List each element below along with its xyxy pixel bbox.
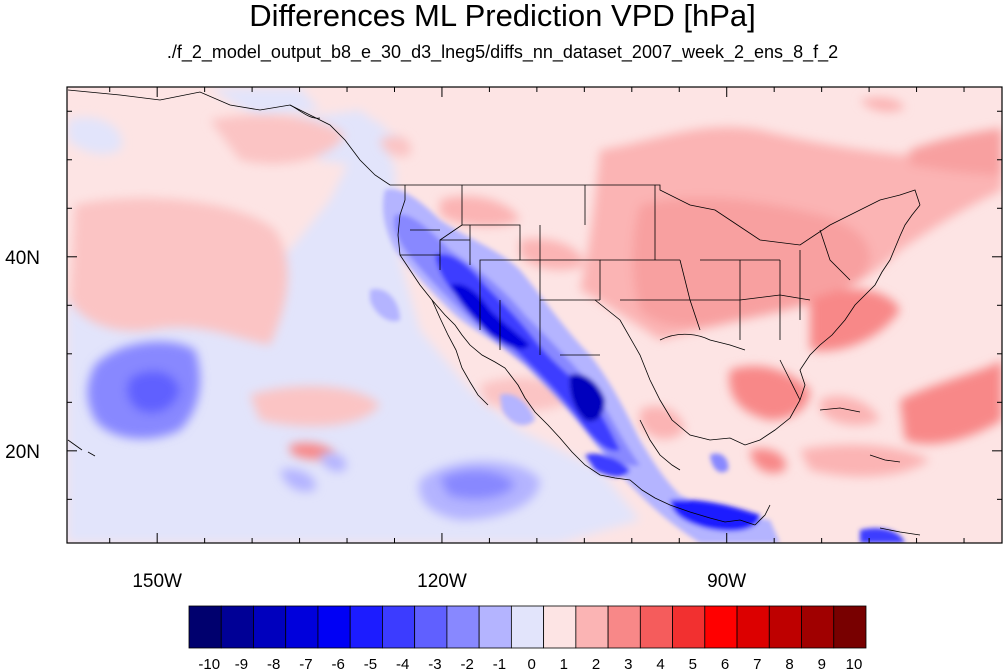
vpd-difference-field [67, 87, 1002, 543]
map-frame [66, 86, 1003, 544]
eastern-pink-regions [290, 97, 1002, 477]
coastlines-and-borders [67, 89, 921, 536]
colorbar-label: 2 [592, 656, 600, 672]
colorbar-label: 6 [721, 656, 729, 672]
colorbar-swatch [478, 605, 512, 649]
colorbar-label: -5 [364, 656, 377, 672]
colorbar-swatch [672, 605, 706, 649]
colorbar-swatch [575, 605, 609, 649]
y-tick-label: 20N [5, 442, 40, 463]
colorbar [188, 605, 867, 649]
colorbar-label: 9 [818, 656, 826, 672]
colorbar-swatch [607, 605, 641, 649]
western-blue-band [370, 189, 905, 543]
colorbar-labels: -10 -9 -8 -7 -6 -5 -4 -3 -2 -1 0 1 2 3 4 5 6 7 8 9 10 [198, 656, 862, 672]
plot-subtitle: ./f_2_model_output_b8_e_30_d3_lneg5/diff… [166, 42, 839, 62]
colorbar-swatch [704, 605, 738, 649]
colorbar-swatch [317, 605, 351, 649]
colorbar-label: 0 [527, 656, 535, 672]
colorbar-swatch [188, 605, 222, 649]
colorbar-swatch [446, 605, 480, 649]
x-tick-label: 120W [417, 571, 467, 592]
colorbar-label: -7 [299, 656, 312, 672]
plot-title: Differences ML Prediction VPD [hPa] [249, 0, 756, 33]
pacific-blue-regions [87, 341, 540, 520]
colorbar-label: 4 [656, 656, 664, 672]
axis-tick-labels: 150W 120W 90W 40N 20N [5, 248, 746, 592]
colorbar-label: -4 [396, 656, 409, 672]
colorbar-swatch [414, 605, 448, 649]
colorbar-swatch [736, 605, 770, 649]
colorbar-swatch [543, 605, 577, 649]
x-tick-label: 90W [707, 571, 746, 592]
colorbar-label: 5 [689, 656, 697, 672]
colorbar-label: 1 [560, 656, 568, 672]
colorbar-swatch [285, 605, 319, 649]
colorbar-swatch [349, 605, 383, 649]
colorbar-swatch [220, 605, 254, 649]
light-pink-regions [70, 115, 570, 427]
colorbar-swatch [639, 605, 673, 649]
colorbar-swatch [768, 605, 802, 649]
y-tick-label: 40N [5, 248, 40, 269]
colorbar-label: -3 [428, 656, 441, 672]
colorbar-label: 8 [785, 656, 793, 672]
colorbar-label: -10 [198, 656, 220, 672]
colorbar-label: 3 [624, 656, 632, 672]
colorbar-label: -2 [460, 656, 473, 672]
colorbar-swatch [801, 605, 835, 649]
colorbar-swatch [382, 605, 416, 649]
colorbar-label: -9 [235, 656, 248, 672]
colorbar-label: 7 [753, 656, 761, 672]
colorbar-label: -6 [332, 656, 345, 672]
colorbar-label: -1 [493, 656, 506, 672]
colorbar-swatch [833, 605, 867, 649]
colorbar-label: -8 [267, 656, 280, 672]
axis-ticks [67, 87, 1002, 543]
colorbar-swatch [253, 605, 287, 649]
colorbar-swatch [510, 605, 545, 649]
colorbar-label: 10 [846, 656, 863, 672]
x-tick-label: 150W [132, 571, 182, 592]
